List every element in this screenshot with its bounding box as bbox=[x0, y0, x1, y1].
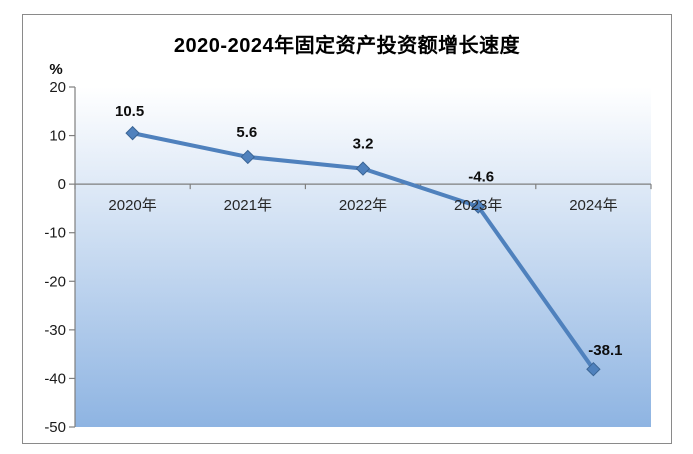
data-point-marker bbox=[470, 199, 486, 214]
x-axis-category-label: 2021年 bbox=[224, 197, 272, 214]
y-axis-tick-label: -10 bbox=[44, 225, 66, 242]
data-point-label: 10.5 bbox=[115, 103, 144, 120]
y-axis-tick-labels: 20 10 0 -10 -20 -30 -40 -50 bbox=[44, 79, 66, 436]
data-point-labels: 10.5 5.6 3.2 -4.6 -38.1 bbox=[115, 103, 623, 359]
y-axis-tick-label: 20 bbox=[49, 79, 66, 96]
data-point-marker bbox=[125, 125, 140, 141]
y-axis-tick-label: -40 bbox=[44, 370, 66, 387]
x-axis-category-label: 2024年 bbox=[569, 197, 617, 214]
data-point-marker bbox=[355, 161, 371, 176]
x-axis-category-labels: 2020年 2021年 2022年 2023年 2024年 bbox=[108, 197, 617, 214]
plot-area-background bbox=[75, 87, 651, 427]
x-axis-category-label: 2023年 bbox=[454, 197, 502, 214]
data-point-marker bbox=[240, 149, 256, 165]
data-series bbox=[125, 125, 601, 377]
y-axis-tick-label: -50 bbox=[44, 419, 66, 436]
y-axis-unit-label: % bbox=[49, 61, 62, 78]
chart-title: 2020-2024年固定资产投资额增长速度 bbox=[173, 35, 521, 57]
data-point-marker bbox=[586, 361, 601, 377]
x-axis-category-label: 2020年 bbox=[108, 197, 156, 214]
y-axis-tick-label: 0 bbox=[58, 176, 66, 193]
data-point-label: -38.1 bbox=[588, 342, 622, 359]
data-point-label: 3.2 bbox=[353, 136, 374, 153]
y-axis-tick-label: -30 bbox=[44, 322, 66, 339]
data-point-label: 5.6 bbox=[236, 124, 257, 141]
data-point-label: -4.6 bbox=[468, 168, 494, 185]
y-axis-tick-label: -20 bbox=[44, 273, 66, 290]
y-axis-tick-label: 10 bbox=[49, 128, 66, 145]
x-axis-category-label: 2022年 bbox=[339, 197, 387, 214]
